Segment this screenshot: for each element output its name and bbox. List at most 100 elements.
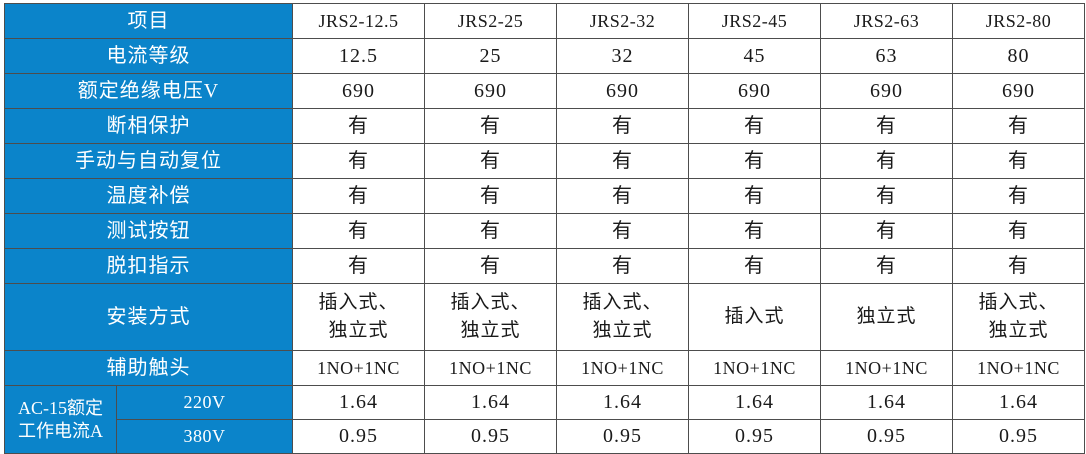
table-row: 温度补偿 有 有 有 有 有 有 [4,178,1085,214]
mounting-line-2: 独立式 [460,320,521,341]
cell-value: 63 [820,38,953,74]
table-row: 额定绝缘电压V 690 690 690 690 690 690 [4,73,1085,109]
cell-value: 0.95 [556,419,689,454]
table-row: 测试按钮 有 有 有 有 有 有 [4,213,1085,249]
mounting-line-1: 插入式 [724,306,785,328]
cell-value: 690 [292,73,425,109]
cell-value: 有 [688,213,821,249]
cell-value: 0.95 [292,419,425,454]
row-label-test-button: 测试按钮 [4,213,293,249]
row-label-trip-indication: 脱扣指示 [4,248,293,284]
cell-value: 有 [292,213,425,249]
mounting-line-1: 插入式、 [582,292,663,314]
cell-value: 有 [820,213,953,249]
cell-value: 690 [424,73,557,109]
row-label-phase-failure-protection: 断相保护 [4,108,293,144]
cell-value: 有 [952,108,1085,144]
table-row-ac15-380v: 380V 0.95 0.95 0.95 0.95 0.95 0.95 [5,419,1085,454]
cell-value: 690 [952,73,1085,109]
cell-value: 0.95 [820,419,953,454]
product-specification-table: 项目 JRS2-12.5 JRS2-25 JRS2-32 JRS2-45 JRS… [4,3,1085,454]
row-label-temperature-compensation: 温度补偿 [4,178,293,214]
cell-value: 有 [292,143,425,179]
header-model-2: JRS2-32 [556,3,689,39]
cell-value: 有 [424,248,557,284]
cell-value: 有 [556,213,689,249]
cell-value: 有 [292,108,425,144]
cell-value: 1.64 [688,385,821,420]
cell-value: 1NO+1NC [952,350,1085,386]
row-label-insulation-voltage: 额定绝缘电压V [4,73,293,109]
cell-value: 690 [820,73,953,109]
table-row-aux-contact: 辅助触头 1NO+1NC 1NO+1NC 1NO+1NC 1NO+1NC 1NO… [4,350,1085,386]
cell-value: 25 [424,38,557,74]
cell-value: 1.64 [424,385,557,420]
row-label-mounting-type: 安装方式 [4,283,293,351]
table-row: 脱扣指示 有 有 有 有 有 有 [4,248,1085,284]
mounting-line-1: 插入式、 [450,292,531,314]
cell-value: 有 [688,143,821,179]
cell-value: 有 [556,248,689,284]
cell-value: 有 [952,213,1085,249]
header-model-3: JRS2-45 [688,3,821,39]
header-model-4: JRS2-63 [820,3,953,39]
cell-value: 有 [556,108,689,144]
row-sublabel-380v: 380V [116,419,293,454]
cell-value: 0.95 [424,419,557,454]
cell-value: 有 [556,178,689,214]
table-row-ac15-220v: AC-15额定 工作电流A 220V 1.64 1.64 1.64 1.64 1… [4,385,1085,454]
cell-value: 1.64 [556,385,689,420]
row-label-auxiliary-contact: 辅助触头 [4,350,293,386]
cell-value-mounting: 插入式、 独立式 [952,283,1085,351]
table-row: 电流等级 12.5 25 32 45 63 80 [4,38,1085,74]
mounting-line-1: 插入式、 [318,292,399,314]
cell-value: 有 [424,178,557,214]
header-label-item: 项目 [4,3,293,39]
cell-value: 有 [952,248,1085,284]
mounting-line-1: 插入式、 [978,292,1059,314]
cell-value: 1.64 [292,385,425,420]
cell-value-mounting: 插入式、 独立式 [292,283,425,351]
cell-value: 有 [556,143,689,179]
cell-value: 有 [820,108,953,144]
cell-value: 有 [292,178,425,214]
cell-value-mounting: 独立式 [820,283,953,351]
cell-value: 32 [556,38,689,74]
ac15-label-line-2: 工作电流A [18,420,103,441]
cell-value: 1NO+1NC [688,350,821,386]
mounting-line-1: 独立式 [856,306,917,328]
cell-value: 有 [424,213,557,249]
header-model-1: JRS2-25 [424,3,557,39]
cell-value: 1NO+1NC [424,350,557,386]
cell-value-mounting: 插入式、 独立式 [556,283,689,351]
cell-value: 1NO+1NC [556,350,689,386]
cell-value: 有 [820,143,953,179]
cell-value-mounting: 插入式 [688,283,821,351]
cell-value: 1.64 [820,385,953,420]
mounting-line-2: 独立式 [592,320,653,341]
cell-value: 12.5 [292,38,425,74]
cell-value: 1.64 [952,385,1085,420]
cell-value: 有 [688,178,821,214]
cell-value: 有 [820,178,953,214]
mounting-line-2: 独立式 [328,320,389,341]
mounting-line-2: 独立式 [988,320,1049,341]
cell-value: 有 [424,108,557,144]
cell-value: 45 [688,38,821,74]
cell-value: 有 [424,143,557,179]
cell-value: 1NO+1NC [820,350,953,386]
ac15-label-line-1: AC-15额定 [18,398,103,418]
row-label-manual-auto-reset: 手动与自动复位 [4,143,293,179]
cell-value: 有 [952,143,1085,179]
row-label-current-rating: 电流等级 [4,38,293,74]
cell-value: 1NO+1NC [292,350,425,386]
table-header-row: 项目 JRS2-12.5 JRS2-25 JRS2-32 JRS2-45 JRS… [4,3,1085,39]
cell-value-mounting: 插入式、 独立式 [424,283,557,351]
cell-value: 690 [688,73,821,109]
cell-value: 80 [952,38,1085,74]
cell-value: 0.95 [688,419,821,454]
cell-value: 0.95 [952,419,1085,454]
header-model-0: JRS2-12.5 [292,3,425,39]
row-sublabel-220v: 220V [116,385,293,420]
